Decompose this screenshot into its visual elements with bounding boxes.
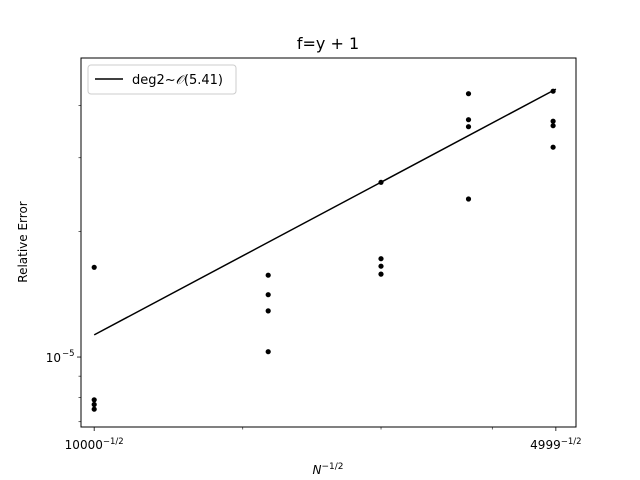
data-point bbox=[91, 401, 97, 408]
legend: deg2~𝒪(5.41) bbox=[87, 64, 237, 95]
y-tick-label-base: 10 bbox=[46, 351, 61, 365]
y-tick-label-exponent: −5 bbox=[62, 349, 75, 359]
legend-label: deg2~𝒪(5.41) bbox=[132, 73, 223, 88]
x-tick-label: 10000−1/2 bbox=[65, 437, 124, 452]
data-point bbox=[265, 349, 271, 355]
axes-frame bbox=[80, 57, 577, 428]
fit-line bbox=[93, 88, 557, 336]
x-axis-label: N−1/2 bbox=[312, 462, 343, 477]
data-point bbox=[550, 88, 556, 94]
data-point bbox=[465, 196, 472, 202]
data-point bbox=[378, 263, 384, 269]
plot-area bbox=[91, 88, 557, 412]
x-tick-label-base: 10000 bbox=[65, 438, 103, 452]
y-tick-label: 10 bbox=[46, 351, 61, 365]
data-point bbox=[378, 256, 384, 262]
data-point bbox=[265, 308, 271, 314]
data-point bbox=[465, 91, 472, 97]
x-axis-label-exponent: −1/2 bbox=[321, 462, 343, 472]
data-point bbox=[265, 272, 271, 278]
x-axis-label-base: N bbox=[312, 463, 321, 477]
legend-label-base: deg2~ bbox=[132, 73, 176, 88]
data-point bbox=[550, 118, 556, 124]
data-point bbox=[550, 144, 556, 150]
data-point bbox=[378, 271, 384, 277]
x-tick-label-exponent: −1/2 bbox=[103, 437, 124, 447]
data-point bbox=[465, 117, 472, 123]
legend-label-arg: (5.41) bbox=[184, 73, 223, 88]
x-tick-label-exponent: −1/2 bbox=[561, 437, 582, 447]
x-tick-label: 4999−1/2 bbox=[530, 437, 581, 452]
data-point bbox=[91, 397, 97, 403]
data-point bbox=[91, 264, 97, 270]
data-point bbox=[91, 406, 97, 412]
chart-title: f=y + 1 bbox=[297, 34, 359, 53]
data-point bbox=[550, 123, 556, 129]
legend-box bbox=[87, 64, 237, 95]
data-point bbox=[265, 292, 271, 298]
axis-ticks: 10000−1/2 4999−1/210 −5 bbox=[46, 105, 582, 452]
data-point bbox=[465, 124, 472, 130]
y-axis-label: Relative Error bbox=[16, 201, 30, 283]
data-point bbox=[378, 179, 384, 185]
x-tick-label-base: 4999 bbox=[530, 438, 561, 452]
